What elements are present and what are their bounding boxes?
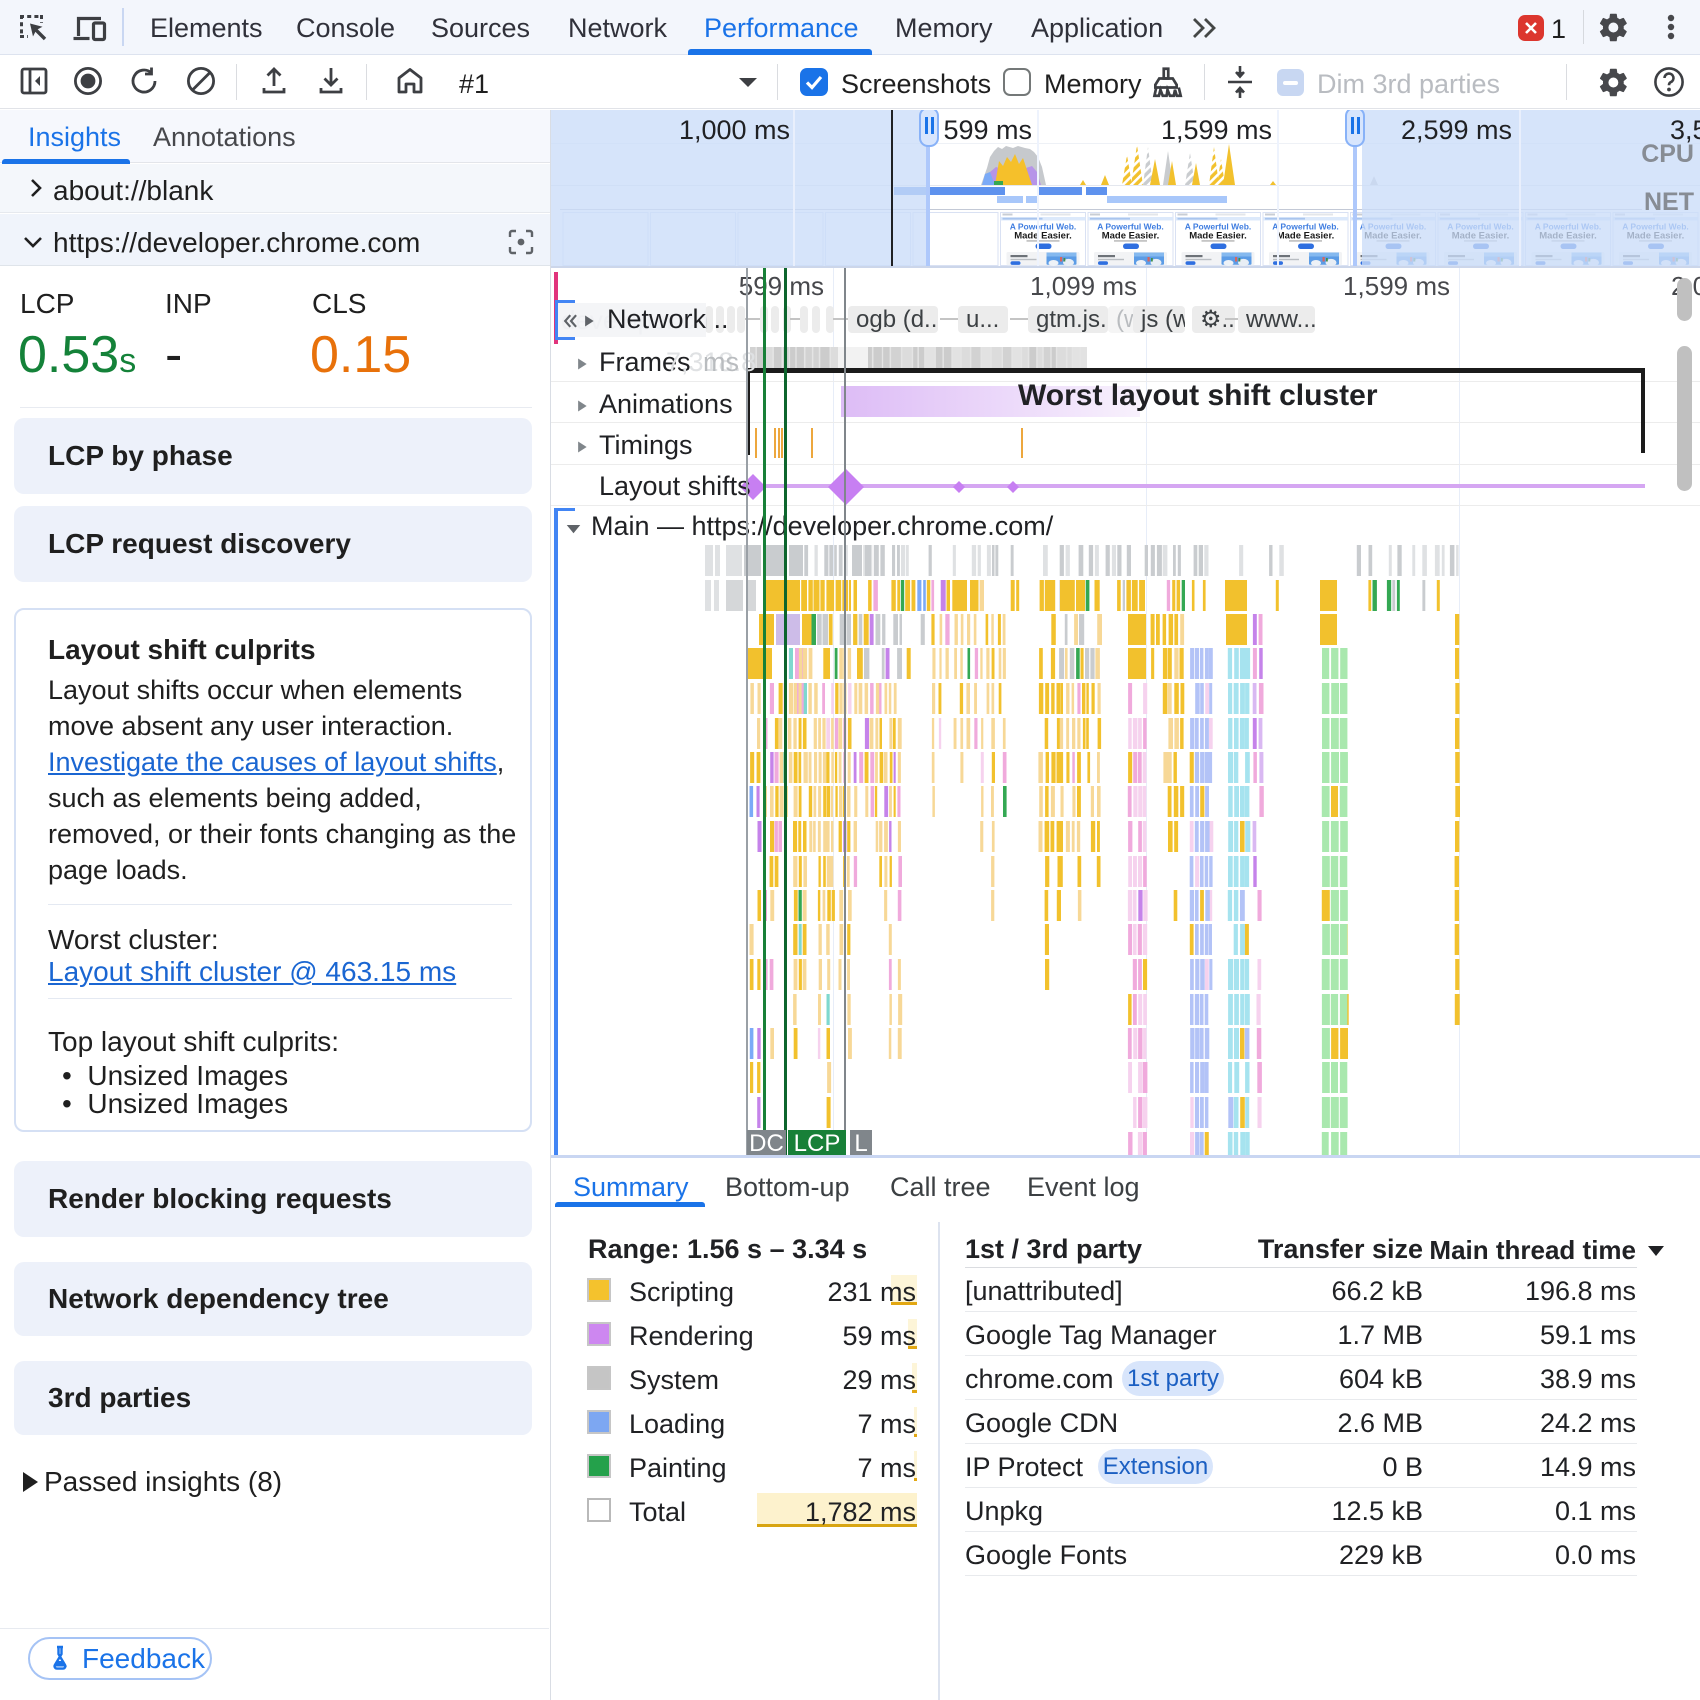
svg-text:A Powerful Web.: A Powerful Web. xyxy=(1097,222,1164,232)
svg-text:A Powerful Web.: A Powerful Web. xyxy=(1272,222,1339,232)
svg-text:A Powerful Web.: A Powerful Web. xyxy=(1185,222,1252,232)
svg-text:A Powerful Web.: A Powerful Web. xyxy=(1010,222,1077,232)
svg-text:Made Easier.: Made Easier. xyxy=(1277,231,1335,242)
svg-text:Made Easier.: Made Easier. xyxy=(1014,231,1072,242)
svg-text:Made Easier.: Made Easier. xyxy=(1102,231,1160,242)
svg-text:Made Easier.: Made Easier. xyxy=(1189,231,1247,242)
